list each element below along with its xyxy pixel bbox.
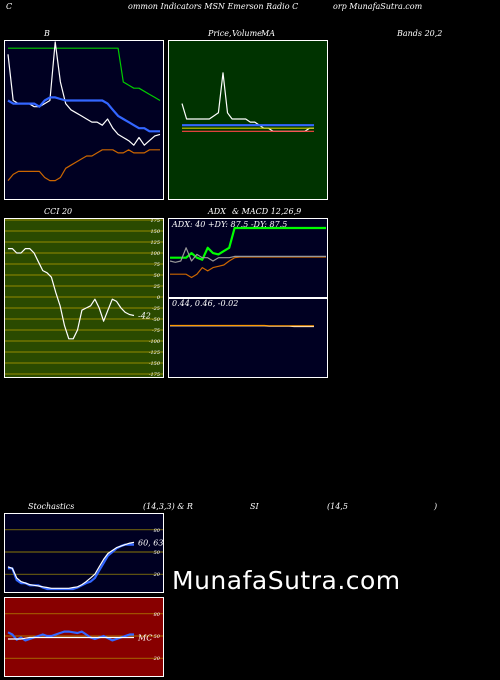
cci-tick-label: 25 (153, 284, 160, 290)
cci-tick-label: -125 (149, 350, 160, 356)
price-title-volume: Volume (232, 29, 262, 38)
stochastics-panel: 80 50 20 60, 63 (4, 513, 164, 593)
bands-frame (4, 40, 164, 200)
cci-tick-label: 100 (150, 251, 160, 257)
cci-series-line-0 (8, 248, 135, 340)
rsi-title: SI (250, 502, 259, 511)
cci-tick-label: -50 (152, 317, 161, 323)
cci-tick-label: 125 (150, 240, 160, 246)
macd-title: & MACD 12,26,9 (232, 207, 302, 216)
cci-value-label: -42 (138, 311, 151, 320)
stoch-params: (14,3,3) & R (143, 502, 193, 511)
rsi-value-label: MC (137, 633, 152, 642)
bands-title: B (44, 29, 50, 38)
cci-tick-label: -150 (149, 361, 161, 367)
macd-label: 0.44, 0.46, -0.02 (172, 299, 239, 308)
cci-panel: 175 150 125 100 75 50 25 0 -25 -50 -75 -100 -125 -150… (4, 218, 164, 378)
rsi-series-line-1 (8, 636, 134, 640)
rsi-tick-label: 80 (154, 612, 161, 618)
stochastics-frame (4, 513, 164, 593)
rsi-tick-label: 50 (154, 634, 161, 640)
cci-tick-label: -75 (152, 328, 160, 334)
stochastics-tick-label: 50 (154, 550, 161, 556)
watermark: MunafaSutra.com (172, 566, 401, 595)
cci-frame (4, 218, 164, 378)
macd-panel (168, 298, 328, 378)
price-title-ma: MA (261, 29, 275, 38)
cci-tick-label: 175 (150, 218, 160, 224)
header-c: C (6, 2, 13, 11)
adx-panel (168, 218, 328, 298)
cci-tick-label: -100 (149, 339, 161, 345)
adx-label: ADX: 40 +DY: 87.5 -DY: 87.5 (172, 220, 288, 229)
rsi-panel: 80 50 20 MC (4, 597, 164, 677)
adx-series-line-0 (170, 226, 326, 261)
stochastics-tick-label: 20 (153, 572, 161, 578)
bands-series-line-0 (8, 47, 161, 102)
rsi-series-line-0 (7, 630, 134, 642)
macd-frame (168, 298, 328, 378)
adx-series-line-2 (169, 247, 326, 263)
rsi-tick-label: 20 (153, 656, 161, 662)
header-site: orp MunafaSutra.com (333, 2, 423, 11)
cci-tick-label: -25 (152, 306, 160, 312)
rsi-params: (14,5 (327, 502, 348, 511)
stochastics-value-label: 60, 63 (138, 538, 163, 547)
adx-title: ADX (208, 207, 226, 216)
bands-right-title: Bands 20,2 (397, 29, 443, 38)
cci-tick-label: -175 (149, 372, 160, 378)
cci-title: CCI 20 (44, 207, 73, 216)
header-title: ommon Indicators MSN Emerson Radio C (128, 2, 299, 11)
cci-tick-label: 50 (154, 273, 161, 279)
cci-tick-label: 150 (150, 229, 160, 235)
bands-series-line-1 (7, 41, 161, 146)
price-title-a: Price, (208, 29, 232, 38)
cci-tick-label: 0 (157, 295, 161, 301)
rsi-params-close: ) (434, 502, 438, 511)
adx-frame (168, 218, 328, 298)
price-ma-panel (168, 40, 328, 200)
bands-panel (4, 40, 164, 200)
bands-series-line-2 (7, 96, 160, 133)
stochastics-series-line-1 (7, 541, 135, 589)
bands-series-line-3 (7, 149, 160, 182)
cci-tick-label: 75 (154, 262, 160, 268)
stoch-title: Stochastics (28, 502, 75, 511)
stochastics-tick-label: 80 (154, 528, 161, 534)
